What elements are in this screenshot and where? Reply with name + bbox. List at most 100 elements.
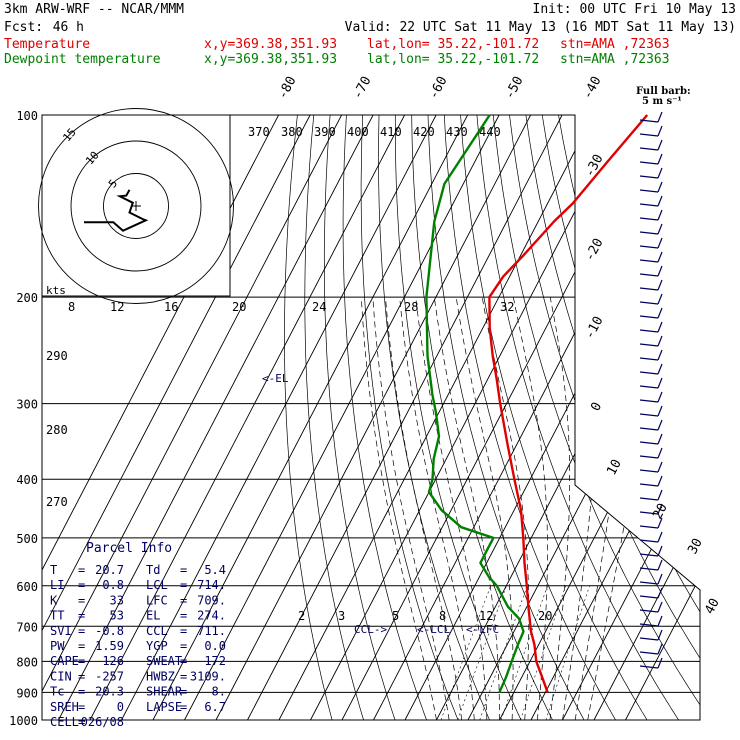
wind-barb xyxy=(639,643,663,655)
barb-flag xyxy=(657,615,663,627)
init-time: Init: 00 UTC Fri 10 May 13 xyxy=(533,2,737,17)
barb-shaft xyxy=(639,413,659,417)
wind-barb xyxy=(639,321,663,333)
parcel-value: Tc xyxy=(50,685,64,699)
moist-adiabat xyxy=(433,297,500,720)
dry-adiabat xyxy=(443,115,616,720)
dry-adiabat xyxy=(411,115,553,720)
barb-shaft xyxy=(639,301,659,305)
theta-label: 420 xyxy=(413,125,435,139)
barb-flag xyxy=(657,629,663,641)
barb-legend-title: Full barb: xyxy=(636,86,691,97)
parcel-value: LAPSE xyxy=(146,700,182,714)
moist-adiabat xyxy=(512,297,548,720)
wind-barb xyxy=(639,461,663,473)
parcel-value: 126 xyxy=(102,654,124,668)
pressure-label: 800 xyxy=(16,655,38,669)
isotherm xyxy=(89,115,405,720)
parcel-value: LI xyxy=(50,578,64,592)
mixing-ratio-label: 2 xyxy=(298,609,305,623)
barb-shaft xyxy=(639,231,659,235)
barb-flag xyxy=(657,223,663,235)
parcel-value: 172 xyxy=(204,654,226,668)
parcel-value: = xyxy=(78,639,85,653)
barb-flag xyxy=(657,153,663,165)
barb-flag xyxy=(657,265,663,277)
legend-dewpoint-latlon: lat,lon= 35.22,-101.72 xyxy=(367,52,539,67)
isotherm-label: -60 xyxy=(426,74,450,102)
theta-label: 280 xyxy=(46,423,68,437)
barb-flag xyxy=(657,503,663,515)
parcel-value: = xyxy=(180,578,187,592)
legend-dewpoint-stn: stn=AMA ,72363 xyxy=(560,52,670,67)
temperature-profile xyxy=(488,114,649,693)
isotherm xyxy=(152,115,468,720)
barb-flag xyxy=(657,643,663,655)
isotherm-label: -10 xyxy=(582,314,606,342)
barb-flag xyxy=(657,209,663,221)
parcel-value: 0 xyxy=(117,700,124,714)
parcel-value: K xyxy=(50,593,58,607)
parcel-value: 33 xyxy=(110,593,124,607)
wind-barb xyxy=(639,545,663,557)
dry-adiabat xyxy=(304,115,364,720)
wind-barb xyxy=(639,615,663,627)
parcel-value: LFC xyxy=(146,593,168,607)
parcel-value: = xyxy=(78,715,85,729)
wind-barb xyxy=(639,391,663,403)
isotherm xyxy=(625,115,700,720)
parcel-value: = xyxy=(180,563,187,577)
parcel-value: 026/08 xyxy=(81,715,124,729)
moist-adiabat xyxy=(481,297,530,720)
barb-shaft xyxy=(639,203,659,207)
barb-shaft xyxy=(639,385,659,389)
parcel-value: SVI xyxy=(50,624,72,638)
barb-flag xyxy=(657,139,663,151)
pressure-label: 700 xyxy=(16,620,38,634)
wind-barb xyxy=(639,125,663,137)
wind-barb xyxy=(639,335,663,347)
barb-flag xyxy=(657,489,663,501)
barb-flag xyxy=(657,545,663,557)
pressure-label: 100 xyxy=(16,109,38,123)
parcel-value: 0.0 xyxy=(204,639,226,653)
wind-barb xyxy=(639,153,663,165)
parcel-value: = xyxy=(180,593,187,607)
isotherm xyxy=(58,115,374,720)
parcel-value: = xyxy=(78,654,85,668)
wind-barb xyxy=(639,293,663,305)
barb-flag xyxy=(657,433,663,445)
wind-barb xyxy=(639,503,663,515)
pressure-label: 400 xyxy=(16,473,38,487)
isotherm xyxy=(247,115,563,720)
parcel-value: 709. xyxy=(197,593,226,607)
parcel-value: = xyxy=(180,609,187,623)
pressure-label: 900 xyxy=(16,686,38,700)
pressure-label: 200 xyxy=(16,291,38,305)
parcel-value: YGP xyxy=(146,639,168,653)
mixing-ratio-label: 24 xyxy=(312,300,326,314)
barb-shaft xyxy=(639,525,659,529)
parcel-value: 8. xyxy=(212,685,226,699)
wind-barb xyxy=(639,657,663,669)
mixing-ratio-label: 5 xyxy=(392,609,399,623)
barb-shaft xyxy=(639,217,659,221)
theta-label: 440 xyxy=(479,125,501,139)
barb-shaft xyxy=(639,539,659,543)
dry-adiabat xyxy=(558,115,700,720)
isotherm-label: -80 xyxy=(275,74,299,102)
parcel-value: CELL xyxy=(50,715,79,729)
moist-adiabat xyxy=(574,297,630,720)
wind-barb xyxy=(639,475,663,487)
barb-flag xyxy=(657,587,663,599)
parcel-value: EL xyxy=(146,609,160,623)
wind-barb xyxy=(639,279,663,291)
parcel-value: 53 xyxy=(110,609,124,623)
moist-adiabat xyxy=(587,297,662,720)
barb-shaft xyxy=(639,133,659,137)
wind-barb xyxy=(639,559,663,571)
isotherm-label: -40 xyxy=(580,74,604,102)
mixing-ratio-line xyxy=(520,585,566,720)
parcel-value: 711. xyxy=(197,624,226,638)
wind-barb xyxy=(639,237,663,249)
